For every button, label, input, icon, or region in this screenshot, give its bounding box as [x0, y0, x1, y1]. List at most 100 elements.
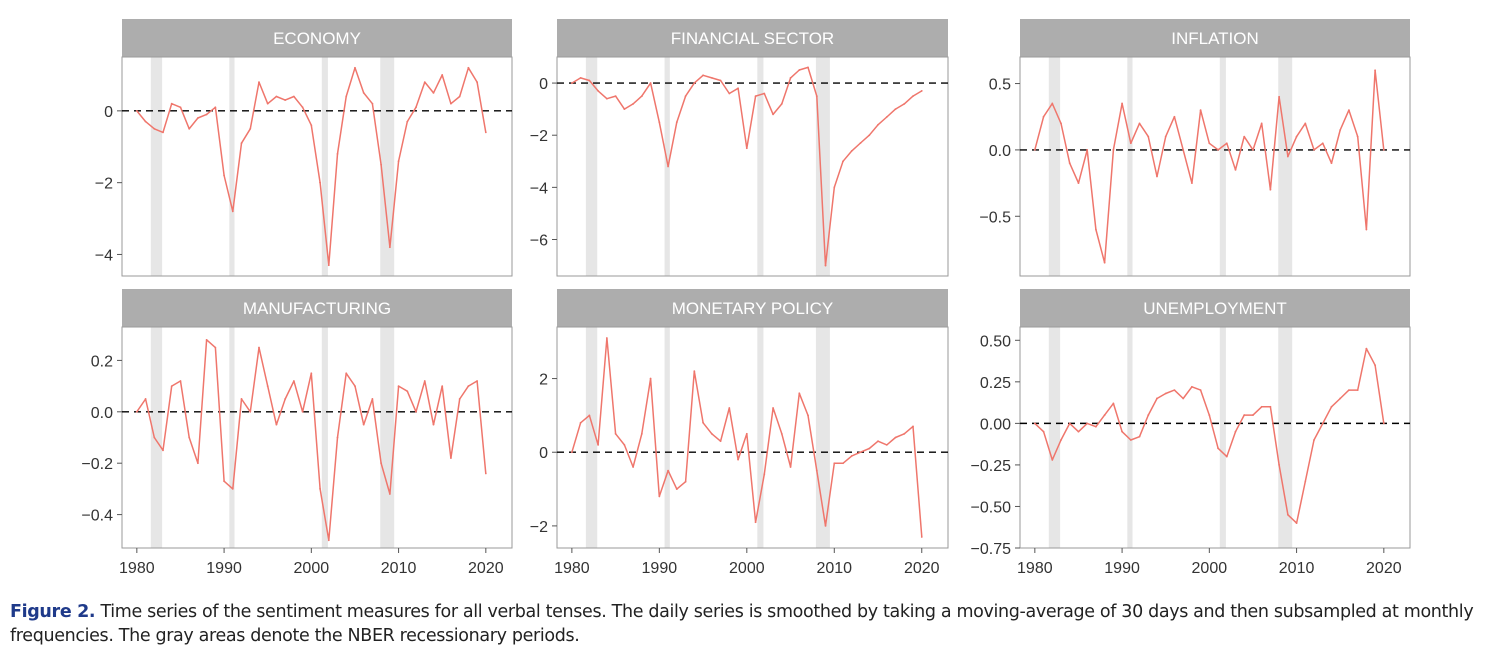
- x-tick-label: 2010: [1279, 560, 1315, 577]
- data-point: [1095, 425, 1097, 428]
- data-point: [728, 407, 731, 409]
- series-line-economy: [136, 67, 487, 266]
- caption-text: Time series of the sentiment measures fo…: [10, 602, 1474, 646]
- recession-band: [1127, 327, 1133, 548]
- data-point: [675, 121, 678, 124]
- y-tick-label: −0.25: [971, 458, 1012, 475]
- data-point: [458, 398, 461, 400]
- data-point: [632, 103, 635, 105]
- data-point: [197, 462, 199, 465]
- data-point: [1068, 162, 1071, 165]
- data-point: [1252, 414, 1254, 416]
- data-point: [336, 153, 339, 155]
- data-point: [1286, 513, 1289, 516]
- data-point: [894, 436, 897, 439]
- panel-frame: [1019, 326, 1411, 549]
- data-point: [1086, 149, 1089, 151]
- data-point: [1321, 142, 1324, 145]
- data-point: [614, 95, 617, 98]
- data-point: [1051, 102, 1054, 105]
- recession-band: [380, 327, 395, 548]
- data-point: [745, 432, 748, 435]
- y-tick-label: 0.0: [989, 143, 1011, 160]
- data-point: [1278, 464, 1281, 466]
- panel-inflation: INFLATION 0.5 0.0 −0.5: [979, 19, 1411, 277]
- data-point: [476, 81, 479, 84]
- recession-band: [1278, 57, 1293, 276]
- data-point: [1243, 414, 1246, 416]
- data-point: [710, 432, 713, 435]
- data-point: [1156, 397, 1158, 400]
- x-tick-label: 1990: [642, 560, 678, 577]
- panel-unemployment: UNEMPLOYMENT 0.50 0.25 0.00 −0.25 −0.50 −0.75 1…: [971, 289, 1411, 577]
- data-point: [1103, 261, 1106, 264]
- data-point: [1356, 389, 1359, 392]
- data-point: [570, 451, 573, 454]
- recession-band: [1048, 327, 1061, 548]
- data-point: [345, 372, 348, 375]
- series-line-monetary-policy: [571, 337, 923, 537]
- panel-monetary-policy: MONETARY POLICY 2 0 −2 1980 1990 2000 2010 2020: [530, 289, 949, 577]
- panel-strip: [557, 289, 948, 327]
- data-point: [745, 147, 748, 150]
- data-point: [354, 66, 356, 69]
- recession-band: [150, 327, 163, 548]
- data-point: [1086, 422, 1089, 425]
- data-point: [693, 370, 696, 373]
- data-point: [807, 414, 809, 417]
- data-point: [1033, 422, 1036, 425]
- data-point: [397, 385, 400, 388]
- data-point: [877, 440, 879, 443]
- data-point: [859, 142, 862, 144]
- panel-title: INFLATION: [1171, 29, 1259, 48]
- panel-title: MANUFACTURING: [243, 299, 391, 318]
- x-tick-label: 2020: [468, 560, 504, 577]
- data-point: [920, 536, 923, 538]
- data-point: [675, 488, 678, 490]
- panel-strip: [122, 19, 512, 57]
- data-point: [223, 174, 225, 177]
- data-point: [1243, 135, 1246, 138]
- data-point: [266, 102, 269, 105]
- series-line-inflation: [1034, 69, 1385, 264]
- data-point: [170, 385, 173, 388]
- data-point: [476, 380, 479, 382]
- data-point: [885, 443, 888, 446]
- data-point: [1348, 109, 1350, 111]
- recession-band: [757, 57, 764, 276]
- series-line-unemployment: [1034, 347, 1385, 524]
- data-point: [1217, 447, 1219, 450]
- data-point: [432, 92, 435, 94]
- data-point: [310, 124, 313, 127]
- data-point: [1068, 422, 1071, 425]
- data-point: [1156, 175, 1158, 178]
- data-point: [284, 398, 287, 400]
- data-point: [1138, 122, 1141, 125]
- figure-label: Figure 2.: [10, 602, 96, 622]
- recession-band: [380, 57, 395, 276]
- data-point: [912, 425, 914, 428]
- data-point: [859, 451, 862, 454]
- data-point: [1321, 422, 1324, 425]
- data-point: [1304, 122, 1307, 125]
- data-point: [702, 421, 704, 424]
- data-point: [1129, 142, 1132, 145]
- figure-panels: ECONOMY 0 −2 −4 FINANCIAL SECTOR 0 −2 −4 −6 INFLA…: [81, 19, 1411, 577]
- data-point: [441, 385, 444, 388]
- data-point: [1182, 149, 1185, 151]
- data-point: [179, 380, 182, 382]
- data-point: [1374, 69, 1377, 72]
- data-point: [362, 423, 365, 426]
- data-point: [1339, 397, 1342, 400]
- data-point: [815, 95, 818, 98]
- y-tick-label: 0: [539, 445, 548, 462]
- data-point: [1147, 414, 1150, 416]
- data-point: [842, 462, 844, 465]
- data-point: [223, 480, 225, 483]
- x-tick-label: 1990: [1104, 560, 1140, 577]
- y-tick-label: 0: [104, 104, 113, 121]
- data-point: [710, 76, 713, 79]
- data-point: [1252, 149, 1254, 151]
- data-point: [640, 432, 643, 435]
- data-point: [1260, 405, 1263, 408]
